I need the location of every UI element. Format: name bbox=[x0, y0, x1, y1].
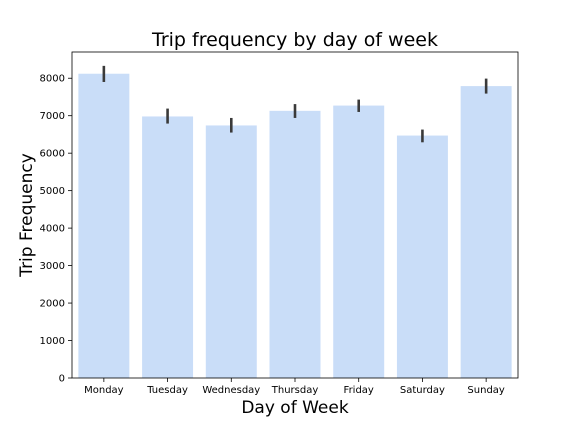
bar-sunday bbox=[460, 86, 512, 379]
bar-saturday bbox=[396, 135, 448, 378]
x-axis-label: Day of Week bbox=[241, 398, 348, 418]
y-tick-label: 7000 bbox=[40, 111, 65, 122]
x-tick-label: Monday bbox=[84, 385, 124, 396]
y-tick-label: 4000 bbox=[40, 224, 65, 235]
y-tick-label: 6000 bbox=[40, 149, 65, 160]
y-tick-label: 5000 bbox=[40, 186, 65, 197]
x-tick-label: Tuesday bbox=[146, 385, 188, 396]
x-tick-label: Wednesday bbox=[202, 385, 260, 396]
bar-friday bbox=[333, 105, 385, 378]
y-tick-label: 8000 bbox=[40, 74, 65, 85]
bar-tuesday bbox=[142, 116, 194, 379]
y-tick-label: 0 bbox=[59, 374, 65, 385]
x-axis-ticks: Monday Tuesday Wednesday Thursday Friday Satu… bbox=[84, 378, 505, 396]
bar-wednesday bbox=[205, 125, 257, 378]
x-tick-label: Sunday bbox=[467, 385, 504, 396]
bar-thursday bbox=[269, 110, 321, 378]
chart-title: Trip frequency by day of week bbox=[151, 29, 438, 51]
y-tick-label: 2000 bbox=[40, 299, 65, 310]
y-tick-label: 1000 bbox=[40, 336, 65, 347]
x-tick-label: Saturday bbox=[400, 385, 445, 396]
y-tick-label: 3000 bbox=[40, 261, 65, 272]
bar-monday bbox=[78, 73, 130, 378]
y-axis-label: Trip Frequency bbox=[17, 153, 37, 278]
bars-group bbox=[78, 73, 512, 379]
error-bars-group bbox=[102, 65, 488, 143]
x-tick-label: Thursday bbox=[271, 385, 319, 396]
y-axis-ticks: 0 1000 2000 3000 4000 5000 6000 7000 8000 bbox=[40, 74, 72, 385]
x-tick-label: Friday bbox=[344, 385, 374, 396]
